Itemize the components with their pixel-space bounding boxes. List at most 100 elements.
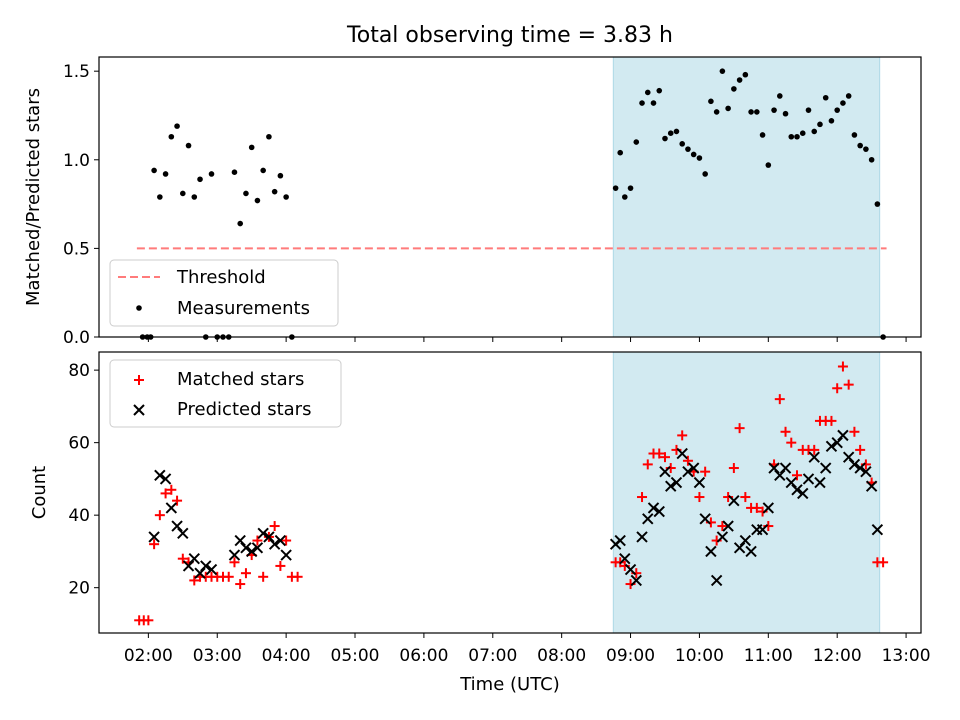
x-axis-label: Time (UTC) bbox=[459, 674, 560, 695]
predicted-star-point bbox=[808, 451, 820, 463]
measurement-point bbox=[754, 109, 760, 115]
measurement-point bbox=[283, 194, 289, 200]
y-tick-label: 60 bbox=[68, 434, 90, 454]
predicted-star-point bbox=[705, 545, 717, 558]
measurement-point bbox=[248, 144, 255, 151]
y-tick-label: 80 bbox=[68, 361, 90, 381]
predicted-star-point bbox=[614, 534, 626, 547]
bottom-plot-area bbox=[134, 361, 889, 626]
y-tick-label: 1.0 bbox=[63, 151, 90, 171]
predicted-star-point bbox=[699, 513, 711, 525]
measurement-point bbox=[168, 133, 175, 140]
measurement-point bbox=[151, 167, 157, 174]
measurement-point bbox=[662, 135, 668, 142]
predicted-star-point bbox=[630, 574, 642, 587]
y-tick-label: 20 bbox=[68, 579, 90, 599]
measurement-point bbox=[702, 171, 708, 177]
matched-star-point bbox=[659, 452, 670, 463]
predicted-star-point bbox=[682, 465, 694, 478]
measurement-point bbox=[617, 149, 624, 156]
x-tick-label: 06:00 bbox=[399, 646, 448, 666]
measurement-point bbox=[748, 109, 754, 115]
measurement-point bbox=[185, 142, 192, 149]
predicted-star-point bbox=[728, 494, 740, 507]
matched-star-point bbox=[694, 492, 705, 503]
top-shaded-region bbox=[612, 56, 881, 338]
top-axis-ticks: 0.0 0.5 1.0 1.5 bbox=[63, 62, 907, 348]
measurement-point bbox=[174, 123, 180, 129]
predicted-star-point bbox=[228, 549, 241, 561]
top-legend: Threshold Measurements bbox=[109, 259, 339, 327]
predicted-star-point bbox=[693, 476, 706, 489]
matched-star-point bbox=[682, 455, 693, 466]
measurement-point bbox=[708, 98, 714, 105]
predicted-star-point bbox=[854, 462, 866, 474]
measurement-point bbox=[834, 107, 840, 113]
matched-star-point bbox=[229, 557, 240, 568]
matched-star-point bbox=[143, 615, 154, 626]
matched-star-point bbox=[637, 492, 648, 503]
matched-star-point bbox=[149, 539, 160, 550]
measurement-point bbox=[208, 171, 215, 177]
predicted-star-point bbox=[768, 462, 780, 474]
x-tick-label: 08:00 bbox=[537, 646, 586, 666]
predicted-star-point bbox=[251, 542, 264, 554]
measurement-point bbox=[690, 151, 697, 158]
measurement-point bbox=[162, 171, 169, 177]
predicted-star-point bbox=[148, 531, 160, 543]
x-tick-label: 09:00 bbox=[606, 646, 655, 666]
predicted-star-point bbox=[154, 469, 166, 481]
matched-star-point bbox=[240, 568, 251, 579]
x-tick-label: 10:00 bbox=[675, 646, 724, 666]
predicted-star-point bbox=[860, 465, 872, 478]
predicted-star-point bbox=[205, 563, 218, 576]
matched-star-point bbox=[235, 579, 246, 590]
predicted-star-point bbox=[188, 552, 200, 565]
measurement-point bbox=[713, 109, 720, 115]
measurement-point bbox=[667, 130, 674, 137]
measurement-point bbox=[633, 139, 640, 145]
legend-matched-label: Matched stars bbox=[177, 369, 304, 390]
predicted-star-point bbox=[636, 531, 648, 543]
measurement-point bbox=[817, 121, 823, 128]
bottom-y-axis-label: Count bbox=[29, 466, 50, 519]
matched-star-point bbox=[792, 470, 803, 481]
top-plot-area bbox=[136, 68, 887, 340]
y-tick-label: 40 bbox=[68, 506, 90, 526]
measurement-point bbox=[828, 117, 835, 124]
matched-star-point bbox=[281, 535, 292, 546]
measurement-point bbox=[639, 100, 645, 106]
x-tick-label: 12:00 bbox=[813, 646, 862, 666]
measurement-point bbox=[736, 77, 743, 83]
measurement-point bbox=[857, 142, 863, 149]
predicted-star-point bbox=[619, 552, 631, 565]
matched-star-point bbox=[837, 361, 848, 372]
measurement-point bbox=[805, 107, 812, 113]
x-tick-label: 11:00 bbox=[744, 646, 793, 666]
predicted-star-point bbox=[779, 462, 792, 474]
predicted-star-point bbox=[268, 538, 281, 550]
matched-star-point bbox=[740, 492, 751, 503]
predicted-star-point bbox=[159, 473, 172, 485]
measurement-point bbox=[851, 132, 858, 138]
matched-star-point bbox=[878, 557, 889, 568]
matched-star-point bbox=[734, 423, 745, 434]
matched-star-point bbox=[780, 426, 791, 437]
matched-star-point bbox=[700, 466, 711, 477]
predicted-star-point bbox=[739, 534, 752, 547]
measurement-point bbox=[782, 110, 789, 117]
predicted-star-point bbox=[791, 484, 803, 496]
top-axes-frame bbox=[98, 56, 922, 338]
legend-measurements-label: Measurements bbox=[177, 298, 310, 319]
predicted-star-point bbox=[745, 545, 757, 558]
bottom-axis-ticks: 02:00 03:00 04:00 05:00 06:00 07:00 08:00 09:00… bbox=[68, 361, 930, 666]
matched-star-point bbox=[160, 488, 171, 499]
matched-star-point bbox=[275, 560, 286, 571]
measurement-point bbox=[840, 100, 846, 106]
measurement-point bbox=[266, 133, 272, 140]
predicted-star-point bbox=[825, 440, 838, 452]
measurement-point bbox=[731, 86, 737, 92]
measurement-point bbox=[771, 107, 777, 113]
predicted-star-point bbox=[257, 527, 269, 539]
predicted-star-point bbox=[642, 513, 654, 525]
